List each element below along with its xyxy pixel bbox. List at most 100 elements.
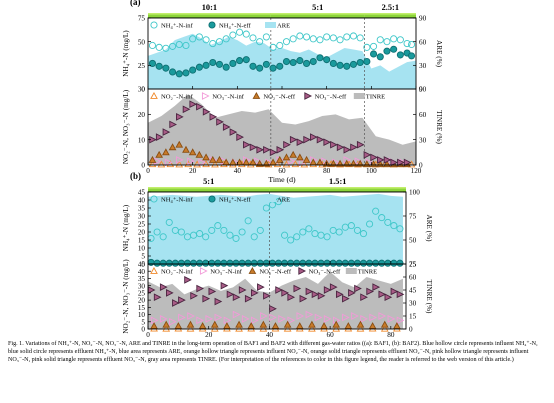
panel-a-bottom-no-n-eff-point — [383, 156, 392, 164]
panel-b-top-nh-n-eff-point — [329, 259, 337, 267]
panel-b-bottom-legend-label: TINRE — [358, 269, 377, 276]
panel-b-bottom-no-n-inf-point — [314, 313, 323, 322]
panel-a-bottom-no-n-eff-point — [283, 140, 291, 149]
panel-a-top-nh-n-eff-point — [256, 64, 264, 72]
panel-b-top-nh-n-inf-point — [359, 230, 368, 238]
panel-a-bottom-no-n-eff-point — [162, 148, 170, 156]
panel-b-bottom-ytick-right-label: 75 — [409, 261, 417, 269]
panel-a-top-nh-n-inf-point — [282, 38, 291, 46]
panel-a-top-nh-n-eff-point — [303, 59, 311, 67]
figure-caption: Fig. 1. Variations of NH₄⁺-N, NO₂⁻-N, NO… — [8, 341, 538, 364]
panel-b-top-nh-n-eff-point — [317, 259, 325, 267]
panel-a-bottom-ytick-right-label: 60 — [419, 111, 427, 119]
panel-b-top-nh-n-eff-point — [359, 259, 368, 267]
panel-b-bottom-no-n-eff-point — [259, 320, 268, 328]
panel-b-bottom-legend-label: NO₃⁻-N-inf — [210, 269, 243, 276]
panel-b-top-legend-marker — [150, 195, 158, 203]
panel-b-bottom-no-n-inf-point — [186, 324, 195, 332]
panel-b-top-nh-n-inf-point — [159, 233, 167, 241]
panel-a-top-nh-n-eff-point — [282, 57, 291, 66]
panel-b-top-nh-n-inf-point — [347, 222, 355, 230]
panel-b-bottom-no-n-eff-point — [329, 283, 338, 291]
panel-b-top-ytick-label: 40 — [138, 197, 146, 205]
panel-a-top-nh-n-inf-point — [396, 36, 404, 44]
panel-a-top-nh-n-eff-point — [363, 57, 371, 66]
panel-b-bottom-no-n-eff-point — [226, 290, 235, 299]
panel-a-top-nh-n-eff-point — [349, 60, 358, 68]
panel-a-bottom-no-n-eff-point — [188, 148, 197, 156]
panel-b-bottom-no-n-inf-point — [232, 310, 241, 319]
panel-a-top-ytick-label: 0 — [141, 86, 145, 94]
panel-a-bottom-xtick-label: 80 — [323, 167, 331, 175]
panel-a-top-nh-n-eff-point — [229, 59, 237, 67]
panel-a-bottom-no-n-eff-point — [222, 123, 231, 131]
panel-a-bottom-no-n-eff-point — [275, 155, 284, 163]
panel-a-bottom-xtick-label: 20 — [189, 167, 197, 175]
panel-b-bottom-xtick-label: 60 — [327, 331, 335, 338]
panel-b-bottom-xtick-label: 0 — [146, 331, 150, 338]
panel-b-bottom-no-n-eff-point — [354, 284, 362, 293]
panel-b-top-nh-n-inf-point — [299, 228, 307, 236]
panel-b-bottom-legend-swatch — [345, 268, 357, 274]
panel-b-top-nh-n-inf-point — [250, 233, 258, 241]
panel-b-top-nh-n-eff-point — [262, 259, 270, 267]
panel-a-top-nh-n-inf-point — [370, 42, 378, 50]
panel-b-bottom-no-n-inf-point — [205, 315, 214, 323]
panel-a-top-ytick-label: 25 — [138, 62, 146, 70]
panel-b-bottom-ytick-label: 25 — [138, 289, 146, 297]
panel-a-bottom-no-n-eff-point — [155, 133, 164, 141]
panel-a-top-nh-n-inf-point — [236, 28, 244, 36]
panel-a-bottom-no-n-inf-point — [407, 160, 416, 168]
panel-a-top-nh-n-inf-point — [363, 43, 371, 51]
panel-a-bottom-no-n-eff-point — [175, 140, 184, 148]
panel-a-top-nh-n-eff-point — [316, 54, 324, 62]
panel-b-bottom-no-n-inf-point — [283, 324, 292, 332]
panel-a-top-nh-n-inf-point — [242, 30, 250, 38]
panel-b-top-nh-n-eff-point — [153, 259, 161, 267]
panel-b-bottom-no-n-eff-point — [283, 320, 292, 328]
panel-a-top-nh-n-eff-point — [242, 56, 250, 64]
panel-b-top-ytick-label: 5 — [141, 253, 145, 261]
panel-b-bottom-no-n-inf-point — [360, 315, 368, 323]
panel-a-top-ylabel: NH₄⁺-N (mg/L) — [122, 30, 130, 77]
panel-b-bottom-no-n-eff-point — [396, 290, 405, 299]
panel-a-top-nh-n-inf-point — [323, 33, 331, 41]
panel-a-top-nh-n-inf-point — [376, 36, 384, 44]
panel-b-bottom-no-n-inf-point — [332, 324, 341, 332]
panel-a-bottom-legend-label: TINRE — [366, 94, 385, 101]
panel-b-bottom-no-n-inf-point — [378, 312, 387, 320]
panel-b-top-nh-n-inf-point — [366, 220, 374, 228]
panel-a-top-nh-n-inf-point — [407, 40, 416, 49]
panel-b-bottom-no-n-eff-point — [269, 304, 277, 313]
panel-b-top-nh-n-eff-point — [347, 259, 355, 267]
panel-b-top-nh-n-inf-point — [281, 231, 289, 239]
panel-a-bottom-legend-marker — [150, 91, 158, 99]
panel-b-bottom-no-n-eff-point — [184, 276, 192, 284]
panel-a-bottom-no-n-inf-point — [164, 158, 173, 167]
panel-b-bottom-no-n-eff-point — [232, 293, 241, 302]
panel-b-top-nh-n-eff-point — [396, 259, 404, 267]
panel-a-bottom-no-n-inf-point — [175, 160, 184, 168]
panel-a-top-nh-n-eff-point — [215, 60, 224, 68]
panel-a-top-nh-n-inf-point — [182, 41, 190, 50]
panel-a-top-legend-swatch — [265, 22, 276, 28]
panel-a-phase-bar-highlight — [270, 13, 365, 15]
panel-a-top-nh-n-inf-point — [296, 32, 304, 40]
panel-b-bottom-legend-label: NO₃⁻-N-eff — [309, 269, 341, 276]
panel-b-bottom-no-n-inf-point — [387, 315, 396, 323]
panel-a-bottom-no-n-eff-point — [302, 155, 311, 163]
panel-a-bottom-no-n-eff-point — [269, 148, 278, 157]
panel-b-top-ytick-label: 25 — [138, 221, 146, 229]
panel-a-bottom-no-n-eff-point — [195, 150, 204, 158]
panel-a-bottom-no-n-inf-point — [287, 157, 296, 166]
panel-b-bottom-no-n-inf-point — [210, 324, 219, 332]
panel-b-bottom-no-n-eff-point — [208, 287, 217, 296]
panel-a-bottom-no-n-eff-point — [303, 135, 311, 144]
panel-b-bottom-no-n-inf-point — [396, 316, 405, 325]
panel-a-top-nh-n-inf-point — [403, 40, 411, 48]
panel-a-top-nh-n-eff-point — [195, 63, 203, 71]
panel-a-bottom-ytick-right-label: 90 — [419, 86, 427, 94]
panel-a-bottom-no-n-eff-point — [168, 143, 177, 151]
panel-b-top-nh-n-inf-point — [214, 222, 222, 230]
